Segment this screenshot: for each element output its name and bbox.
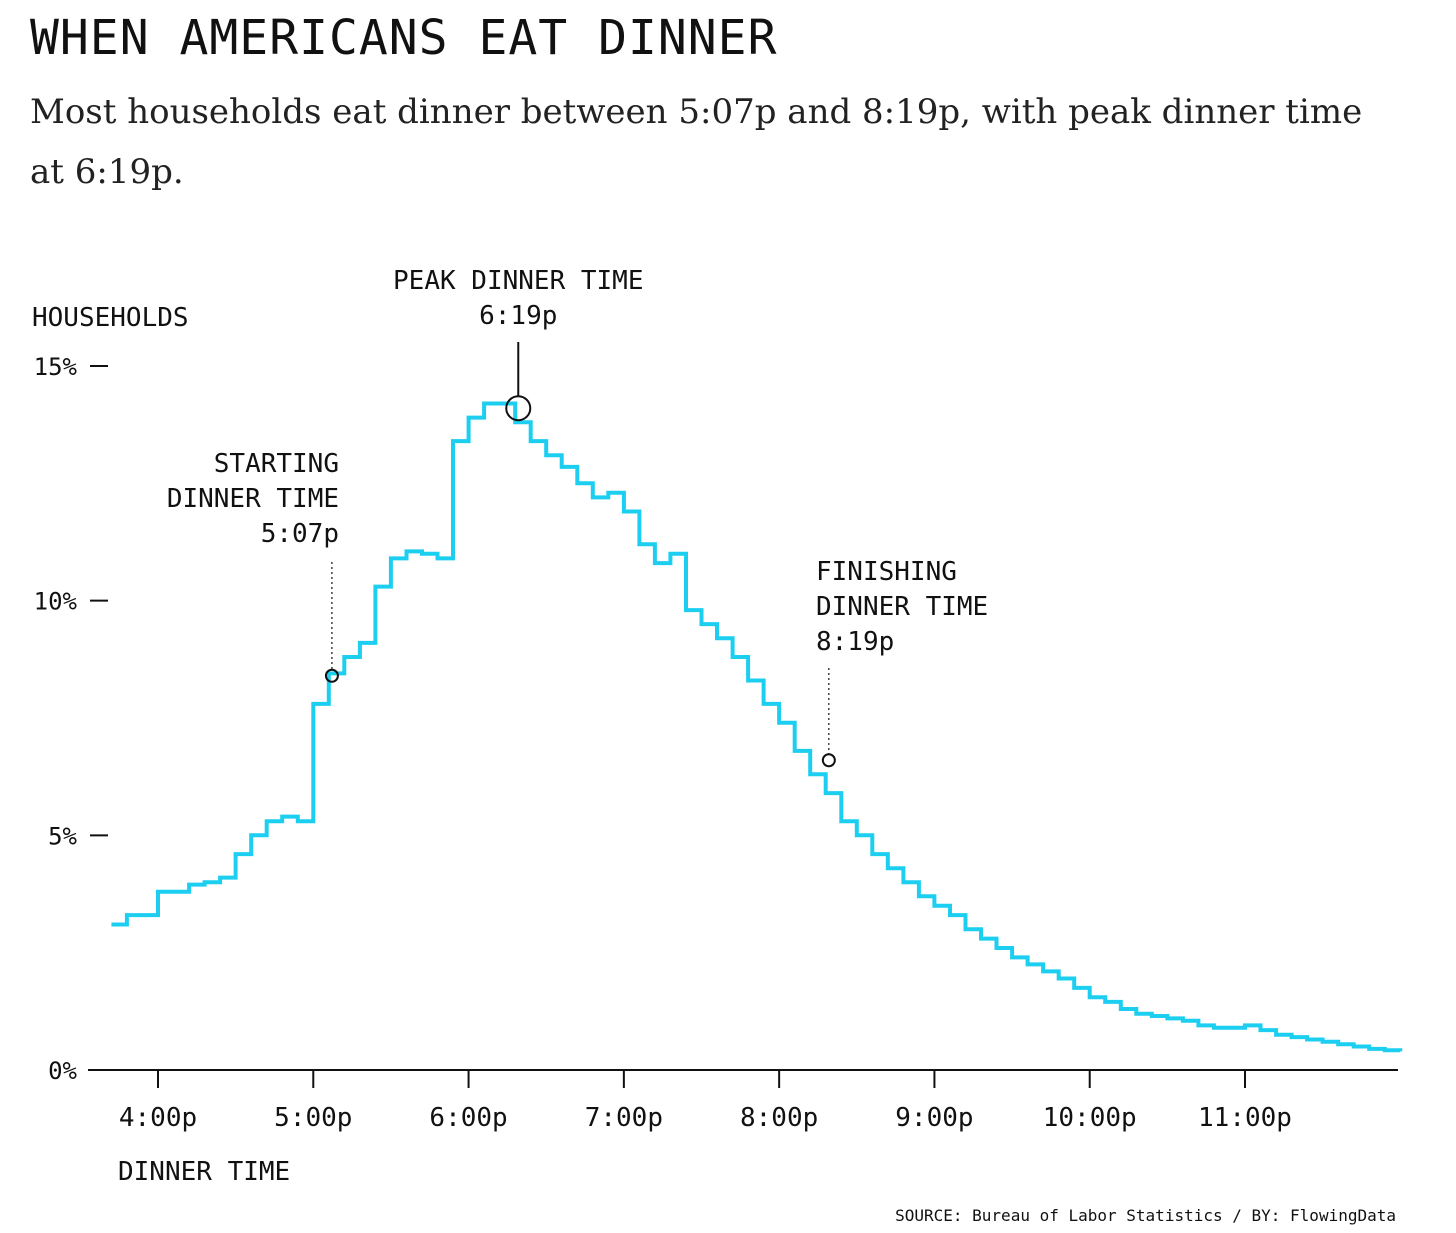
x-tick-label: 5:00p <box>274 1103 352 1133</box>
source-credit: SOURCE: Bureau of Labor Statistics / BY:… <box>895 1206 1396 1225</box>
households-line <box>111 401 1403 1053</box>
annotation: FINISHING DINNER TIME 8:19p <box>816 557 988 768</box>
y-tick-label: 10% <box>34 588 78 616</box>
annotation-layer: STARTING DINNER TIME 5:07p PEAK DINNER TIME… <box>167 266 988 768</box>
y-axis-title: HOUSEHOLDS <box>32 303 189 333</box>
y-tick-label: 0% <box>48 1057 77 1085</box>
y-tick-label: 5% <box>48 822 77 850</box>
x-tick-label: 6:00p <box>429 1103 507 1133</box>
x-axis-title: DINNER TIME <box>118 1157 290 1187</box>
x-tick-label: 7:00p <box>585 1103 663 1133</box>
annotation-text: DINNER TIME <box>167 484 339 514</box>
annotation-text: 8:19p <box>816 627 894 657</box>
annotation: STARTING DINNER TIME 5:07p <box>167 449 339 683</box>
chart-title: WHEN AMERICANS EAT DINNER <box>30 10 778 66</box>
annotation-marker <box>821 753 836 768</box>
x-tick-label: 8:00p <box>740 1103 818 1133</box>
annotation-text: DINNER TIME <box>816 592 988 622</box>
x-tick-label: 4:00p <box>119 1103 197 1133</box>
annotation-text: 6:19p <box>479 301 557 331</box>
x-tick-label: 11:00p <box>1198 1103 1292 1133</box>
annotation-text: STARTING <box>214 449 339 479</box>
annotation-text: FINISHING <box>816 557 957 587</box>
annotation-marker <box>324 668 339 683</box>
annotation: PEAK DINNER TIME 6:19p <box>393 266 643 422</box>
annotation-marker <box>505 395 532 422</box>
annotation-text: 5:07p <box>261 519 339 549</box>
x-tick-label: 9:00p <box>895 1103 973 1133</box>
annotation-text: PEAK DINNER TIME <box>393 266 643 296</box>
x-tick-label: 10:00p <box>1043 1103 1137 1133</box>
axes-layer: 0% 5% 10% 15% 4:00p 5:00p 6:00p 7:00p 8:00p 9:00p… <box>32 303 1398 1187</box>
chart-subtitle: Most households eat dinner between 5:07p… <box>30 92 1363 192</box>
y-tick-label: 15% <box>34 353 78 381</box>
